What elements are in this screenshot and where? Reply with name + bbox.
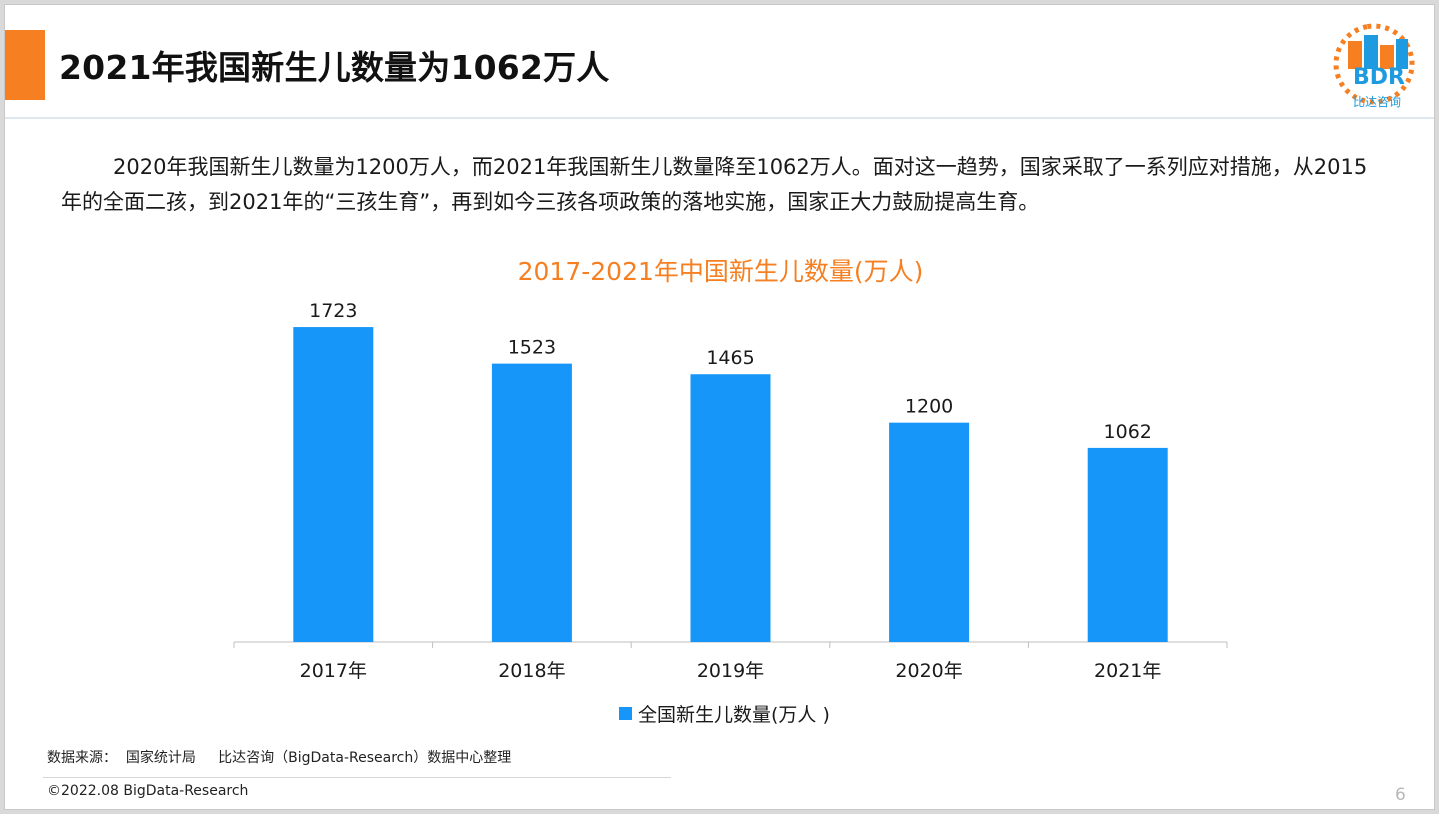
data-label: 1523 [508,337,556,359]
bar [690,374,771,642]
chart-title: 2017-2021年中国新生儿数量(万人) [517,257,924,286]
header-divider [5,117,1434,119]
bar [293,327,374,642]
page-title: 2021年我国新生儿数量为1062万人 [59,48,610,87]
logo-mark-text: BDR [1353,65,1405,90]
data-label: 1200 [905,396,953,418]
copyright-text: ©2022.08 BigData-Research [47,783,249,799]
bar [1087,447,1168,642]
footer-divider [43,777,671,778]
x-tick-label: 2017年 [300,660,367,682]
data-label: 1465 [706,347,754,369]
bar-chart: 1723 2017年 1523 2018年 1465 2019年 1200 2020年 1062… [233,300,1228,682]
x-tick-label: 2021年 [1094,660,1161,682]
intro-paragraph: 2020年我国新生儿数量为1200万人，而2021年我国新生儿数量降至1062万… [61,155,1368,214]
x-tick-label: 2018年 [498,660,565,682]
data-source-note: 数据来源： 国家统计局 比达咨询（BigData-Research）数据中心整理 [47,750,512,766]
logo-name-text: 比达咨询 [1353,95,1402,109]
x-tick-label: 2019年 [697,660,764,682]
chart-legend: 全国新生儿数量(万人 ) [619,701,830,726]
x-tick-label: 2020年 [895,660,962,682]
legend-swatch [619,706,632,720]
bdr-logo-icon: BDR 比达咨询 [1328,19,1420,109]
slide: 2021年我国新生儿数量为1062万人 BDR 比达咨询 2020年我国新生儿数… [4,4,1435,810]
page-number: 6 [1395,785,1406,805]
logo-graphic [1333,23,1415,105]
data-label: 1723 [309,300,357,322]
bar [889,422,970,642]
legend-label: 全国新生儿数量(万人 ) [638,703,830,726]
bar [491,363,572,642]
data-label: 1062 [1104,421,1152,443]
title-accent-bar [5,30,45,100]
